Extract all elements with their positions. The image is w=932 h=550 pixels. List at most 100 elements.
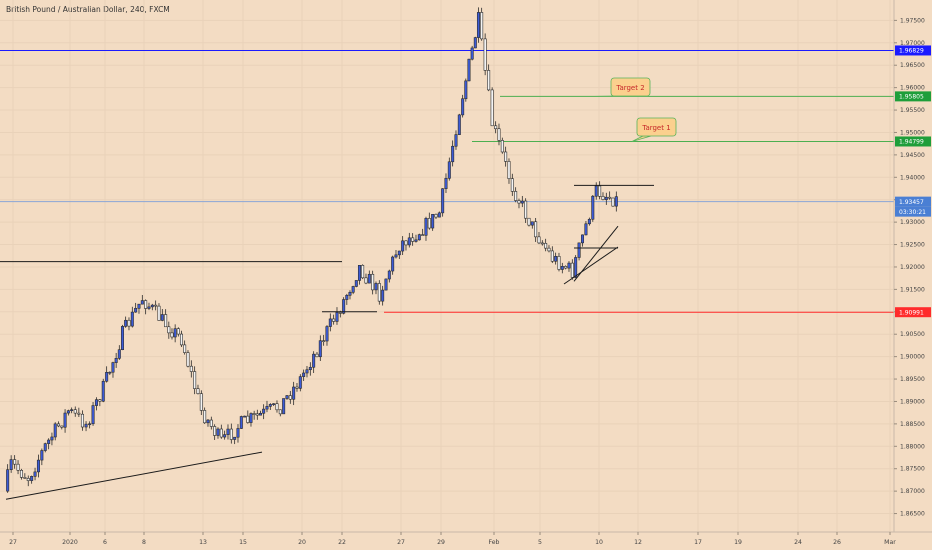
candle-body bbox=[124, 319, 128, 327]
x-tick-label: 17 bbox=[694, 539, 702, 546]
candle-body bbox=[114, 358, 118, 363]
y-tick-label: 1.96500 bbox=[900, 62, 925, 69]
candle-body bbox=[527, 217, 531, 226]
candle-body bbox=[312, 353, 316, 368]
candle-body bbox=[315, 353, 319, 358]
time-axis[interactable]: 27 2020 6 8 13 15 20 22 27 29 Feb 5 10 12 17 19 24 26 Mar bbox=[9, 532, 896, 546]
candle-body bbox=[243, 415, 247, 418]
candle-body bbox=[308, 366, 312, 371]
candle-body bbox=[84, 423, 88, 428]
price-badge: 1.95805 bbox=[895, 91, 931, 102]
y-tick-label: 1.93000 bbox=[900, 219, 925, 226]
candle-body bbox=[361, 265, 365, 279]
candle-body bbox=[364, 277, 368, 284]
candle-body bbox=[414, 239, 418, 242]
x-tick-label: 15 bbox=[239, 539, 247, 546]
price-badge-bg bbox=[895, 307, 931, 318]
candle-body bbox=[173, 328, 177, 338]
candle-body bbox=[342, 299, 346, 314]
x-tick-label: 8 bbox=[142, 539, 146, 546]
candle-body bbox=[451, 145, 455, 163]
candle-body bbox=[587, 218, 591, 225]
trendline[interactable] bbox=[563, 246, 619, 285]
candle-body bbox=[98, 399, 102, 402]
candle-body bbox=[604, 196, 608, 200]
candle-body bbox=[457, 114, 461, 135]
candle-body bbox=[574, 257, 578, 278]
candle-body bbox=[544, 243, 548, 249]
price-badge-bg bbox=[895, 45, 931, 56]
target-callout[interactable]: Target 1 bbox=[631, 117, 677, 142]
candle-body bbox=[33, 471, 37, 477]
candle-body bbox=[219, 428, 223, 438]
candle-body bbox=[167, 326, 171, 334]
y-tick-label: 1.91500 bbox=[900, 286, 925, 293]
y-tick-label: 1.95500 bbox=[900, 107, 925, 114]
candle-body bbox=[272, 403, 276, 405]
candle-body bbox=[611, 197, 615, 207]
countdown-badge-bg bbox=[895, 206, 931, 217]
candle-body bbox=[577, 242, 581, 258]
candle-body bbox=[154, 304, 158, 307]
candle-body bbox=[507, 161, 511, 179]
candle-body bbox=[80, 413, 84, 428]
candle-body bbox=[186, 352, 190, 367]
candle-body bbox=[322, 340, 326, 342]
candle-body bbox=[470, 47, 474, 60]
candle-body bbox=[384, 278, 388, 291]
candle-body bbox=[608, 196, 612, 199]
candle-body bbox=[193, 371, 197, 389]
candle-body bbox=[170, 332, 174, 338]
candle-body bbox=[557, 256, 561, 270]
x-tick-label: 20 bbox=[298, 539, 306, 546]
price-badge-label: 1.94799 bbox=[899, 139, 924, 146]
candle-body bbox=[117, 349, 121, 359]
candle-body bbox=[594, 185, 598, 197]
price-badge-label: 1.96829 bbox=[899, 48, 924, 55]
y-tick-label: 1.90000 bbox=[900, 354, 925, 361]
candle-body bbox=[348, 291, 352, 296]
candle-body bbox=[338, 312, 342, 314]
candle-body bbox=[88, 423, 92, 426]
candle-body bbox=[504, 151, 508, 162]
candle-body bbox=[63, 412, 67, 428]
candle-body bbox=[105, 371, 109, 382]
candle-body bbox=[249, 413, 253, 423]
candle-body bbox=[213, 426, 217, 436]
candle-body bbox=[444, 177, 448, 189]
candle-body bbox=[127, 319, 131, 327]
target-callout[interactable]: Target 2 bbox=[593, 77, 651, 97]
candle-body bbox=[40, 450, 44, 461]
candle-body bbox=[567, 262, 571, 269]
candle-body bbox=[554, 256, 558, 262]
price-badge-label: 1.90991 bbox=[899, 309, 924, 316]
candle-body bbox=[540, 242, 544, 245]
price-badge-label: 1.95805 bbox=[899, 94, 924, 101]
candle-body bbox=[302, 372, 306, 377]
candle-body bbox=[461, 98, 465, 116]
trendline[interactable] bbox=[5, 451, 263, 500]
candle-body bbox=[23, 477, 27, 479]
candle-body bbox=[196, 388, 200, 394]
price-levels bbox=[0, 49, 894, 313]
candle-body bbox=[6, 469, 10, 492]
callout-box bbox=[610, 77, 651, 97]
candle-body bbox=[447, 161, 451, 179]
candle-body bbox=[424, 218, 428, 236]
candle-body bbox=[377, 283, 381, 302]
chart-grid bbox=[0, 0, 894, 532]
price-badge-label: 1.93457 bbox=[899, 199, 924, 206]
candle-body bbox=[239, 416, 243, 429]
y-tick-label: 1.89500 bbox=[900, 376, 925, 383]
candle-body bbox=[53, 423, 57, 438]
candle-body bbox=[252, 413, 256, 415]
candle-body bbox=[431, 214, 435, 229]
candle-body bbox=[94, 399, 98, 406]
candle-body bbox=[91, 405, 95, 425]
candle-body bbox=[421, 234, 425, 236]
candle-body bbox=[550, 250, 554, 262]
candle-body bbox=[50, 436, 54, 441]
x-tick-label: 5 bbox=[538, 539, 542, 546]
candle-body bbox=[111, 362, 115, 373]
